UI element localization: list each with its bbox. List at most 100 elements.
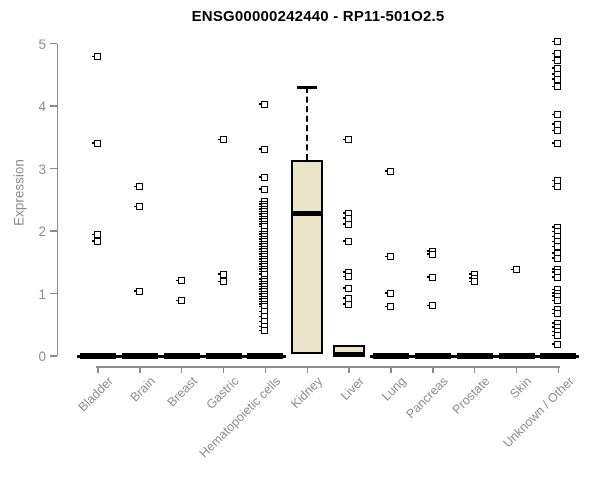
y-tick-label: 3 xyxy=(38,161,46,177)
data-point xyxy=(426,302,436,309)
boxplot-collapsed-box xyxy=(77,353,119,359)
data-point xyxy=(552,340,562,348)
x-tick xyxy=(97,366,99,373)
y-tick xyxy=(50,355,57,357)
boxplot-collapsed-box xyxy=(118,353,161,359)
x-tick xyxy=(557,366,560,373)
boxplot-collapsed-box xyxy=(202,353,245,359)
boxplot-collapsed-box xyxy=(160,353,203,359)
y-tick xyxy=(50,292,57,295)
category-label: Lung xyxy=(379,374,409,404)
category-label: Skin xyxy=(507,374,535,402)
data-point xyxy=(259,327,269,334)
data-point xyxy=(133,183,143,191)
data-point xyxy=(343,300,353,308)
data-point xyxy=(343,273,353,281)
x-axis xyxy=(96,366,561,368)
x-tick xyxy=(139,366,141,373)
boxplot-collapsed-box xyxy=(537,353,580,359)
data-point xyxy=(510,266,520,274)
y-tick-label: 1 xyxy=(38,286,46,302)
y-tick xyxy=(50,230,57,232)
data-point xyxy=(343,220,353,228)
data-point xyxy=(552,273,562,281)
y-axis xyxy=(56,43,58,356)
data-point xyxy=(259,100,269,108)
category-label: Gastric xyxy=(203,374,242,412)
data-point xyxy=(343,136,353,144)
data-point xyxy=(133,287,143,295)
chart-title: ENSG00000242440 - RP11-501O2.5 xyxy=(191,8,445,25)
boxplot-collapsed-box xyxy=(495,353,538,359)
y-tick-label: 2 xyxy=(38,224,46,239)
data-point xyxy=(426,273,436,281)
boxplot-whisker-cap xyxy=(297,86,318,89)
x-tick xyxy=(515,366,518,373)
y-tick-label: 5 xyxy=(38,36,46,52)
boxplot-whisker xyxy=(306,87,308,161)
boxplot-median xyxy=(291,211,324,216)
x-tick xyxy=(264,366,267,373)
data-point xyxy=(552,183,562,191)
data-point xyxy=(552,139,562,147)
data-point xyxy=(384,303,394,311)
data-point xyxy=(384,253,394,261)
x-tick xyxy=(180,366,183,373)
x-tick xyxy=(432,366,434,373)
boxplot-collapsed-box xyxy=(244,353,287,359)
data-point xyxy=(552,111,562,119)
data-point xyxy=(384,167,394,175)
category-label: Pancreas xyxy=(403,374,451,422)
x-tick xyxy=(222,366,225,373)
data-point xyxy=(552,254,562,262)
data-point xyxy=(552,332,562,339)
y-tick xyxy=(50,42,57,45)
x-tick xyxy=(306,366,308,373)
y-tick xyxy=(50,105,57,107)
x-tick xyxy=(390,366,392,373)
y-tick-label: 0 xyxy=(38,349,46,364)
data-point xyxy=(343,284,353,292)
data-point xyxy=(259,173,269,181)
data-point xyxy=(217,278,227,286)
y-tick-label: 4 xyxy=(38,99,46,114)
data-point xyxy=(552,50,562,58)
boxplot-collapsed-box xyxy=(453,353,496,359)
y-tick xyxy=(50,167,57,170)
data-point xyxy=(217,136,227,144)
data-point xyxy=(92,237,101,245)
data-point xyxy=(552,127,562,134)
category-label: Prostate xyxy=(449,374,493,417)
data-point xyxy=(468,278,478,286)
data-point xyxy=(175,277,185,284)
category-label: Hematopoietic cells xyxy=(196,374,284,461)
data-point xyxy=(552,297,562,304)
y-axis-title: Expression xyxy=(11,159,27,226)
data-point xyxy=(217,270,227,278)
category-label: Bladder xyxy=(75,374,116,415)
x-tick xyxy=(473,366,476,373)
category-label: Kidney xyxy=(288,374,326,411)
category-label: Brain xyxy=(127,374,158,405)
data-point xyxy=(384,289,394,297)
data-point xyxy=(552,38,562,46)
boxplot-collapsed-box xyxy=(411,353,454,359)
category-label: Breast xyxy=(164,374,200,410)
data-point xyxy=(552,83,562,91)
data-point xyxy=(552,310,562,318)
data-point xyxy=(259,185,269,193)
data-point xyxy=(552,75,562,83)
data-point xyxy=(343,237,353,245)
boxplot-box xyxy=(291,160,324,355)
data-point xyxy=(92,139,101,147)
boxplot-median xyxy=(333,352,366,358)
boxplot-collapsed-box xyxy=(369,353,412,359)
data-point xyxy=(552,57,562,64)
data-point xyxy=(92,53,101,61)
data-point xyxy=(175,297,185,304)
x-tick xyxy=(348,366,350,373)
data-point xyxy=(426,250,436,258)
data-point xyxy=(133,203,143,211)
data-point xyxy=(259,145,269,153)
